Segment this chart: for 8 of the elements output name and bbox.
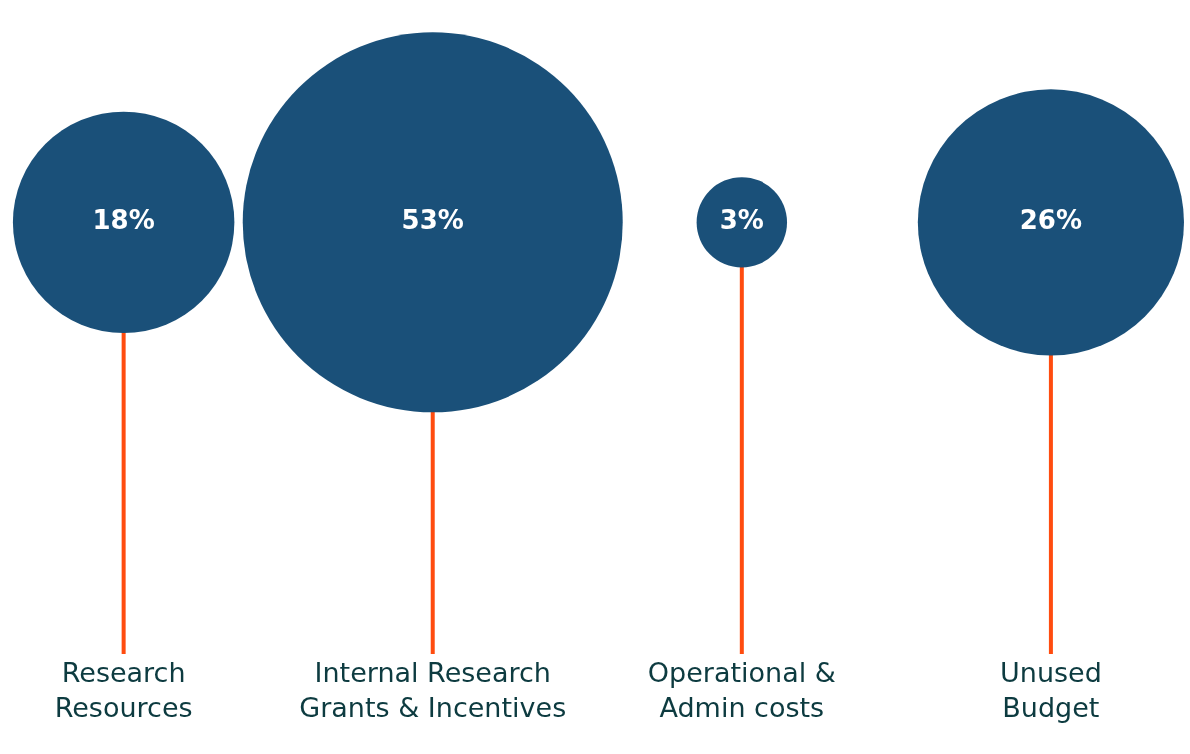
data-label: 3% xyxy=(719,204,764,235)
category-label: Internal Research Grants & Incentives xyxy=(299,657,567,724)
data-label: 18% xyxy=(92,204,155,235)
data-label: 26% xyxy=(1019,204,1083,235)
category-label: Unused Budget xyxy=(1000,657,1102,724)
data-label: 53% xyxy=(401,204,464,235)
category-label: Research Resources xyxy=(54,657,193,724)
category-label: Operational & Admin costs xyxy=(647,657,836,724)
